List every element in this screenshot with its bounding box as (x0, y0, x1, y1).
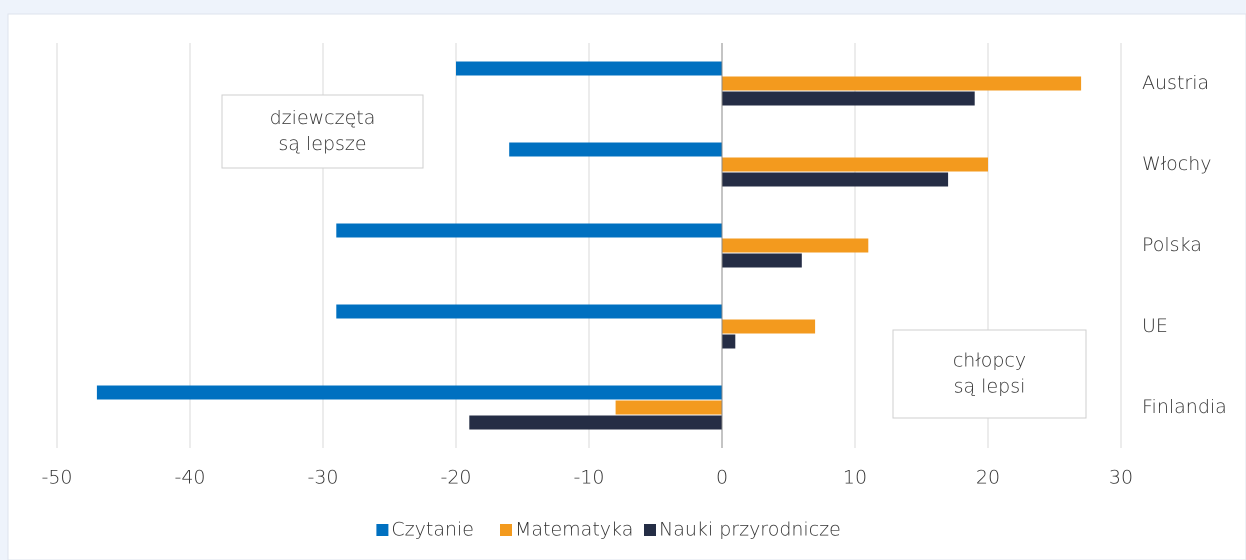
category-label: Finlandia (1142, 396, 1227, 418)
bar (722, 334, 736, 349)
annotation-text: chłopcy (953, 350, 1026, 372)
bar (722, 157, 988, 172)
legend-swatch (500, 524, 512, 536)
bar (722, 172, 949, 187)
legend-label: Czytanie (391, 519, 474, 541)
bar (722, 319, 816, 334)
bar (456, 61, 722, 76)
annotation-box (892, 329, 1087, 419)
bar (469, 415, 722, 430)
annotation-box (221, 94, 424, 169)
x-tick-label: 20 (976, 467, 1000, 489)
x-tick-label: -30 (307, 467, 338, 489)
category-label: Włochy (1142, 153, 1212, 175)
annotation-text: dziewczęta (270, 107, 376, 129)
bar (722, 91, 975, 106)
bar (722, 76, 1082, 91)
x-tick-label: -50 (41, 467, 72, 489)
legend-label: Matematyka (515, 519, 633, 541)
bar (336, 304, 722, 319)
bar (336, 223, 722, 238)
bar (722, 253, 802, 268)
x-tick-label: -10 (573, 467, 604, 489)
legend-swatch (376, 524, 389, 536)
category-label: Austria (1142, 72, 1209, 94)
bar (722, 238, 869, 253)
x-tick-label: 30 (1109, 467, 1133, 489)
legend-swatch (644, 524, 656, 536)
bar (96, 385, 722, 400)
x-tick-label: -40 (174, 467, 205, 489)
annotation-text: są lepsi (954, 376, 1026, 398)
bar (509, 142, 722, 157)
x-tick-label: -20 (440, 467, 471, 489)
x-tick-label: 10 (843, 467, 867, 489)
panel (7, 13, 1246, 560)
annotation-text: są lepsze (278, 133, 366, 155)
legend-label: Nauki przyrodnicze (659, 519, 841, 541)
bar (615, 400, 722, 415)
category-label: Polska (1142, 234, 1202, 256)
x-tick-label: 0 (716, 467, 728, 489)
category-label: UE (1142, 315, 1168, 337)
